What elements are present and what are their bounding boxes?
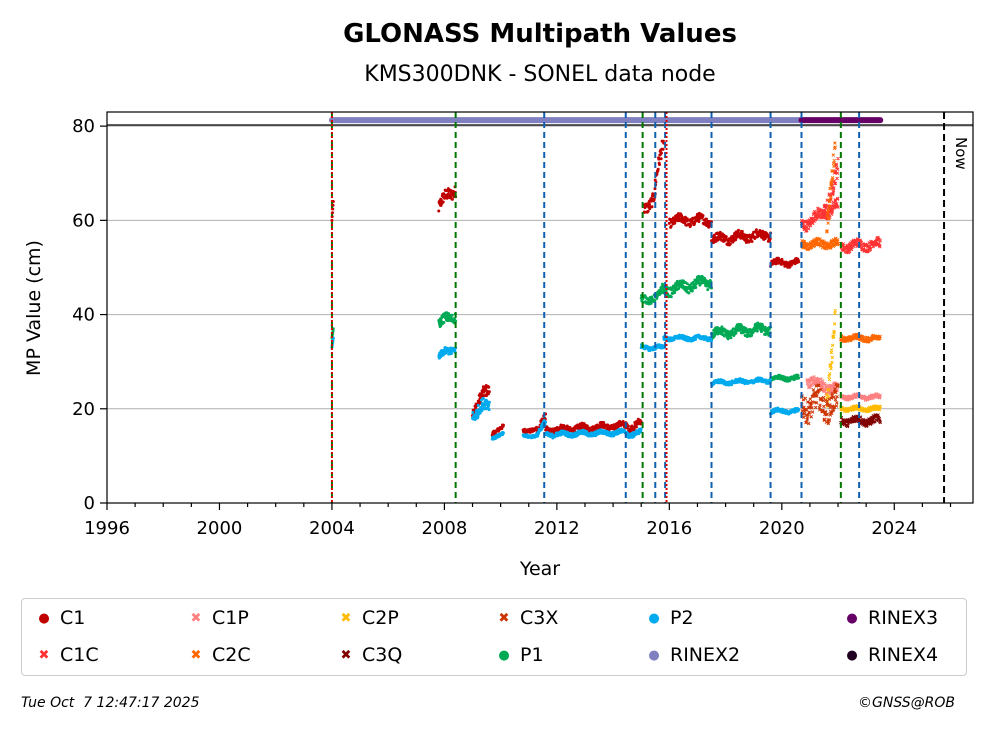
legend-marker-icon: ●: [846, 610, 858, 626]
y-axis-label: MP Value (cm): [23, 240, 45, 376]
legend-label: RINEX2: [670, 644, 741, 666]
x-tick-label: 2012: [534, 518, 580, 539]
x-tick-label: 1996: [84, 518, 130, 539]
x-tick-label: 2008: [421, 518, 467, 539]
legend-marker-icon: ●: [846, 647, 858, 663]
series-marks-c3x: [799, 382, 840, 426]
legend-marker-icon: ✖: [190, 647, 202, 663]
y-tick-label: 0: [84, 493, 95, 514]
series-marks-p1: [330, 274, 801, 383]
legend: ● C1 ✖ C1C ✖ C1P ✖ C2C ✖ C2P ✖ C3Q ✖ C3X ● P1 ● P2 ● RINEX2…: [21, 598, 967, 676]
x-tick-label: 2016: [646, 518, 692, 539]
grid-layer: [107, 124, 973, 410]
x-tick-label: 2004: [309, 518, 355, 539]
legend-label: C3X: [520, 607, 559, 629]
legend-item-c1p: ✖ C1P: [188, 607, 249, 629]
series-p1: [330, 274, 801, 383]
legend-marker-icon: ●: [648, 647, 660, 663]
data-layer: [328, 117, 884, 441]
legend-label: C3Q: [362, 644, 403, 666]
legend-marker-icon: ●: [498, 647, 510, 663]
series-c3q: [839, 413, 882, 429]
legend-label: C2C: [212, 644, 251, 666]
legend-marker-icon: ●: [648, 610, 660, 626]
x-tick-label: 2000: [197, 518, 243, 539]
legend-marker-icon: ●: [38, 610, 50, 626]
legend-item-c2c: ✖ C2C: [188, 644, 251, 666]
legend-label: P1: [520, 644, 544, 666]
chart-title: GLONASS Multipath Values: [343, 19, 737, 49]
legend-item-c3q: ✖ C3Q: [338, 644, 403, 666]
legend-marker-icon: ✖: [190, 610, 202, 626]
legend-label: C1C: [60, 644, 99, 666]
y-tick-label: 60: [72, 210, 95, 231]
legend-marker-icon: ✖: [340, 610, 352, 626]
series-marks-c1: [330, 139, 801, 437]
legend-label: C2P: [362, 607, 399, 629]
legend-item-c2p: ✖ C2P: [338, 607, 399, 629]
x-tick-label: 2024: [871, 518, 917, 539]
series-c3x: [799, 382, 840, 426]
legend-item-c1c: ✖ C1C: [36, 644, 99, 666]
legend-item-rinex3: ● RINEX3: [844, 607, 938, 629]
legend-item-c3x: ✖ C3X: [496, 607, 559, 629]
legend-label: RINEX4: [868, 644, 939, 666]
x-tick-label: 2020: [759, 518, 805, 539]
legend-label: RINEX3: [868, 607, 939, 629]
series-marks-c3q: [839, 413, 882, 429]
x-axis-label: Year: [519, 558, 560, 580]
axis-layer: 1996 2000 2004 2008 2012 2016 2020 2024 0 20 40 60 8…: [72, 111, 974, 539]
footer-credit: ©GNSS@ROB: [858, 695, 955, 711]
plot-frame: [106, 111, 974, 504]
legend-marker-icon: ✖: [340, 647, 352, 663]
series-marks-c1p: [805, 375, 882, 402]
legend-marker-icon: ✖: [498, 610, 510, 626]
series-p2: [330, 333, 801, 441]
legend-marker-icon: ✖: [38, 647, 50, 663]
y-tick-label: 20: [72, 399, 95, 420]
series-c1p: [805, 375, 882, 402]
series-marks-p2: [330, 333, 801, 441]
legend-label: C1: [60, 607, 86, 629]
series-c1: [330, 139, 801, 437]
legend-item-p1: ● P1: [496, 644, 544, 666]
legend-item-c1: ● C1: [36, 607, 85, 629]
series-marks-c2p: [825, 308, 882, 414]
legend-item-rinex4: ● RINEX4: [844, 644, 938, 666]
legend-label: C1P: [212, 607, 249, 629]
legend-label: P2: [670, 607, 694, 629]
legend-item-p2: ● P2: [646, 607, 694, 629]
y-tick-label: 80: [72, 116, 95, 137]
series-c2p: [825, 308, 882, 414]
legend-item-rinex2: ● RINEX2: [646, 644, 740, 666]
chart-subtitle: KMS300DNK - SONEL data node: [364, 62, 715, 87]
vline-layer: Now: [330, 112, 970, 503]
footer-timestamp: Tue Oct 7 12:47:17 2025: [21, 695, 200, 711]
y-tick-label: 40: [72, 305, 95, 326]
now-label: Now: [952, 137, 970, 170]
